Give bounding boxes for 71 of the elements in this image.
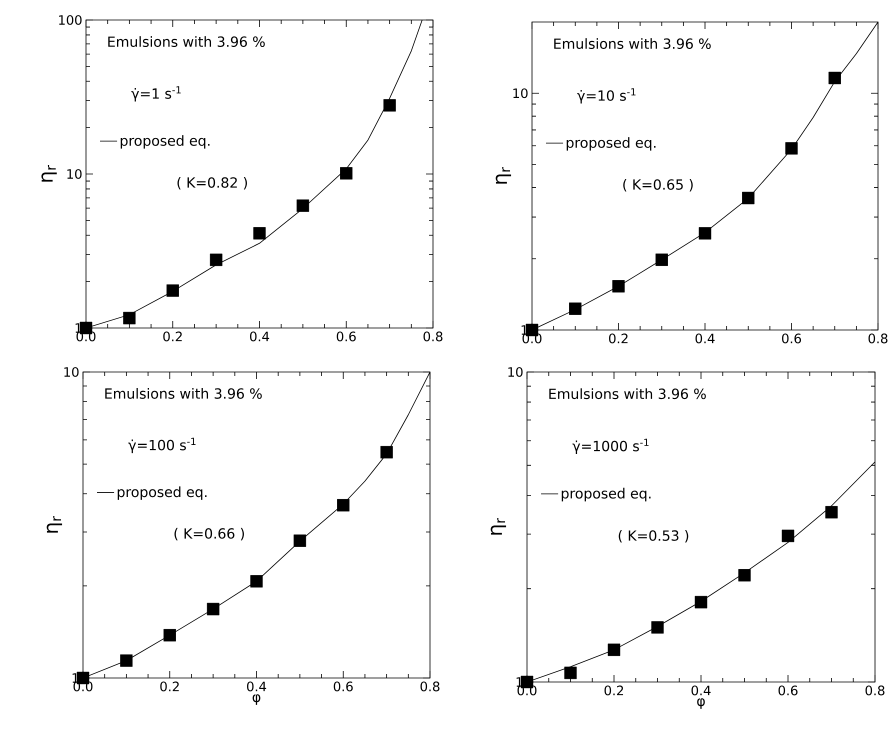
point	[210, 254, 222, 266]
y-tick-label: 100	[59, 15, 82, 25]
x-tick-label: 0.6	[778, 686, 798, 696]
annotation: γ̇=100 s$^{-1}$	[128, 438, 196, 454]
x-tick-label: 0.6	[782, 334, 802, 344]
x-tick-label: 0.2	[160, 682, 179, 692]
point	[656, 254, 668, 266]
x-tick-label: 0.8	[868, 334, 888, 344]
annotation: Emulsions with 3.96 %	[105, 388, 262, 399]
point	[383, 99, 396, 112]
x-tick-label: 0.8	[420, 682, 440, 692]
point	[337, 499, 350, 512]
annotation: Emulsions with 3.96 %	[554, 38, 711, 49]
point	[123, 312, 136, 324]
point	[742, 192, 754, 204]
x-axis-title: φ	[697, 698, 705, 709]
point	[825, 506, 838, 518]
x-tick-label: 0.4	[250, 332, 270, 342]
x-axis-title: φ	[252, 694, 260, 705]
legend-label: proposed eq.	[562, 488, 651, 502]
legend-label: proposed eq.	[118, 486, 207, 500]
x-tick-label: 0.8	[424, 332, 442, 342]
x-tick-label: 0.6	[336, 332, 356, 342]
annotation: γ̇=10 s$^{-1}$	[577, 88, 636, 104]
point	[166, 284, 179, 297]
annotation: γ̇=1000 s$^{-1}$	[572, 438, 649, 454]
annotation: γ̇=1 s$^{-1}$	[131, 86, 181, 102]
x-tick-label: 0.4	[692, 686, 711, 696]
x-tick-label: 0.2	[604, 686, 624, 696]
legend-label: proposed eq.	[120, 135, 210, 149]
x-tick-label: 0.4	[696, 334, 715, 344]
y-tick-label: 10	[64, 367, 79, 377]
point	[785, 142, 798, 155]
point	[651, 621, 664, 634]
annotation: ( K=0.65 )	[623, 178, 693, 192]
y-tick-label: 10	[508, 367, 523, 377]
point	[296, 199, 310, 212]
annotation: ( K=0.66 )	[174, 528, 244, 540]
annotation: Emulsions with 3.96 %	[108, 36, 265, 47]
x-tick-label: 0.2	[609, 334, 628, 344]
point	[206, 602, 220, 616]
point	[569, 302, 582, 315]
y-axis-title: η$_{r}$	[490, 518, 506, 535]
point	[608, 644, 620, 656]
point	[340, 167, 352, 180]
point	[698, 227, 712, 240]
point	[250, 575, 263, 588]
y-axis-title: η$_{r}$	[41, 165, 57, 182]
point	[738, 569, 751, 582]
point	[164, 629, 176, 642]
point	[120, 654, 133, 667]
legend-label: proposed eq.	[566, 137, 656, 151]
annotation: ( K=0.82 )	[177, 176, 247, 190]
point	[380, 446, 393, 458]
x-tick-label: 0.2	[163, 332, 182, 342]
point	[564, 666, 577, 680]
y-tick-label: 10	[67, 169, 82, 179]
point	[828, 72, 841, 84]
annotation: Emulsions with 3.96 %	[549, 388, 706, 400]
point	[253, 227, 266, 240]
x-tick-label: 0.6	[334, 682, 353, 692]
x-tick-label: 0.4	[247, 682, 266, 692]
x-tick-label: 0.8	[866, 686, 884, 696]
y-tick-label: 10	[513, 88, 528, 98]
point	[294, 534, 306, 547]
point	[694, 596, 708, 608]
point	[612, 280, 625, 292]
y-axis-title: η$_{r}$	[46, 516, 62, 533]
point	[782, 530, 794, 542]
annotation: ( K=0.53 )	[618, 530, 688, 543]
y-axis-title: η$_{r}$	[496, 167, 512, 184]
